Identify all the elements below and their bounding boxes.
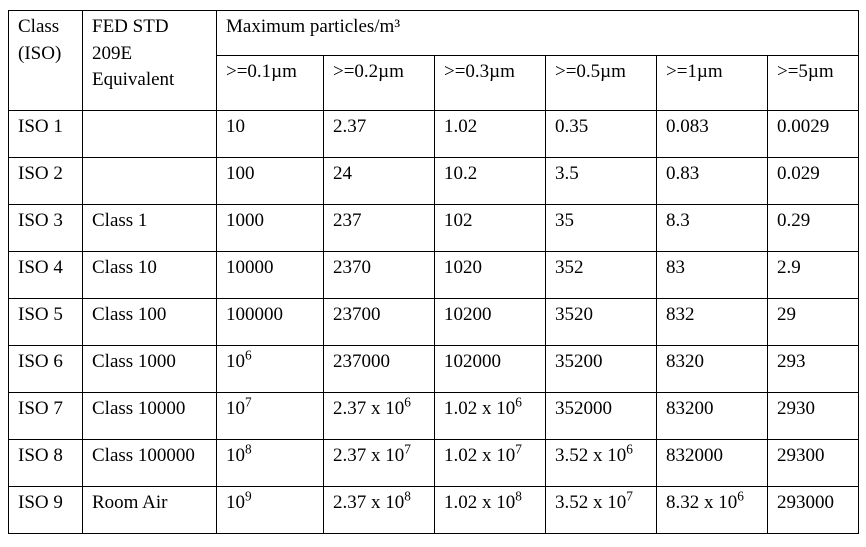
column-header-max-particles: Maximum particles/m³ [215, 10, 860, 56]
table-row: ISO 8 Class 100000 108 2.37 x 107 1.02 x… [8, 439, 860, 487]
cell-particle-count: 107 [216, 392, 324, 440]
cell-particle-count: 109 [216, 486, 324, 534]
cell-iso-class: ISO 2 [8, 157, 83, 205]
cell-iso-class: ISO 4 [8, 251, 83, 299]
column-header-size-0-3um: >=0.3µm [434, 55, 546, 111]
table-row: ISO 2 100 24 10.2 3.5 0.83 0.029 [8, 157, 860, 205]
cell-particle-count: 832000 [656, 439, 768, 487]
cell-particle-count: 35 [545, 204, 657, 252]
cell-particle-count: 3.5 [545, 157, 657, 205]
cell-iso-class: ISO 8 [8, 439, 83, 487]
cell-particle-count: 352 [545, 251, 657, 299]
column-header-size-0-5um: >=0.5µm [545, 55, 657, 111]
cell-particle-count: 3.52 x 106 [545, 439, 657, 487]
cell-particle-count: 3.52 x 107 [545, 486, 657, 534]
cell-particle-count: 23700 [323, 298, 435, 346]
cell-particle-count: 83 [656, 251, 768, 299]
cell-iso-class: ISO 1 [8, 110, 83, 158]
cell-fed-equivalent: Class 10000 [82, 392, 217, 440]
cell-particle-count: 0.83 [656, 157, 768, 205]
cell-particle-count: 237000 [323, 345, 435, 393]
table-row: ISO 7 Class 10000 107 2.37 x 106 1.02 x … [8, 392, 860, 440]
cell-particle-count: 8320 [656, 345, 768, 393]
cell-particle-count: 0.029 [766, 157, 860, 205]
column-header-size-0-1um: >=0.1µm [216, 55, 324, 111]
cell-particle-count: 0.083 [656, 110, 768, 158]
cell-particle-count: 29 [766, 298, 860, 346]
cell-particle-count: 2.37 x 108 [323, 486, 435, 534]
cell-particle-count: 832 [656, 298, 768, 346]
column-header-class-iso: Class (ISO) [8, 10, 83, 111]
cell-particle-count: 106 [216, 345, 324, 393]
cell-fed-equivalent: Class 1 [82, 204, 217, 252]
cell-particle-count: 1000 [216, 204, 324, 252]
cell-particle-count: 8.3 [656, 204, 768, 252]
table-row: ISO 9 Room Air 109 2.37 x 108 1.02 x 108… [8, 486, 860, 534]
cell-particle-count: 10.2 [434, 157, 546, 205]
cell-iso-class: ISO 3 [8, 204, 83, 252]
cell-particle-count: 2.37 [323, 110, 435, 158]
cell-particle-count: 1.02 x 107 [434, 439, 546, 487]
cell-particle-count: 2.9 [766, 251, 860, 299]
cell-particle-count: 293 [766, 345, 860, 393]
header-row-sizes: >=0.1µm >=0.2µm >=0.3µm >=0.5µm >=1µm >=… [9, 55, 860, 111]
cell-particle-count: 100 [216, 157, 324, 205]
cell-particle-count: 29300 [766, 439, 860, 487]
cell-particle-count: 10 [216, 110, 324, 158]
cell-particle-count: 8.32 x 106 [656, 486, 768, 534]
table-row: ISO 4 Class 10 10000 2370 1020 352 83 2.… [8, 251, 860, 299]
cell-particle-count: 3520 [545, 298, 657, 346]
cell-particle-count: 0.0029 [766, 110, 860, 158]
cell-particle-count: 100000 [216, 298, 324, 346]
cell-particle-count: 1.02 [434, 110, 546, 158]
cell-particle-count: 293000 [766, 486, 860, 534]
column-header-size-5um: >=5µm [766, 55, 860, 111]
cell-particle-count: 2.37 x 106 [323, 392, 435, 440]
table-row: ISO 6 Class 1000 106 237000 102000 35200… [8, 345, 860, 393]
cell-fed-equivalent: Class 100000 [82, 439, 217, 487]
table-row: ISO 5 Class 100 100000 23700 10200 3520 … [8, 298, 860, 346]
iso-cleanroom-classification-table: Class (ISO) FED STD 209E Equivalent Maxi… [8, 10, 860, 534]
cell-fed-equivalent: Class 10 [82, 251, 217, 299]
cell-particle-count: 2930 [766, 392, 860, 440]
column-header-size-0-2um: >=0.2µm [323, 55, 435, 111]
cell-fed-equivalent: Room Air [82, 486, 217, 534]
cell-particle-count: 24 [323, 157, 435, 205]
cell-iso-class: ISO 7 [8, 392, 83, 440]
cell-particle-count: 102000 [434, 345, 546, 393]
cell-particle-count: 83200 [656, 392, 768, 440]
cell-fed-equivalent [82, 157, 217, 205]
cell-particle-count: 2370 [323, 251, 435, 299]
cell-particle-count: 1.02 x 106 [434, 392, 546, 440]
cell-particle-count: 0.29 [766, 204, 860, 252]
cell-particle-count: 1020 [434, 251, 546, 299]
column-header-fed-std: FED STD 209E Equivalent [82, 10, 217, 111]
cell-particle-count: 10200 [434, 298, 546, 346]
header-row-top: Class (ISO) FED STD 209E Equivalent Maxi… [8, 10, 860, 111]
cell-iso-class: ISO 5 [8, 298, 83, 346]
cell-iso-class: ISO 9 [8, 486, 83, 534]
table-row: ISO 1 10 2.37 1.02 0.35 0.083 0.0029 [8, 110, 860, 158]
cell-particle-count: 108 [216, 439, 324, 487]
cell-iso-class: ISO 6 [8, 345, 83, 393]
cell-fed-equivalent [82, 110, 217, 158]
cell-particle-count: 1.02 x 108 [434, 486, 546, 534]
cell-particle-count: 35200 [545, 345, 657, 393]
table-row: ISO 3 Class 1 1000 237 102 35 8.3 0.29 [8, 204, 860, 252]
cell-particle-count: 10000 [216, 251, 324, 299]
cell-particle-count: 102 [434, 204, 546, 252]
cell-fed-equivalent: Class 1000 [82, 345, 217, 393]
cell-fed-equivalent: Class 100 [82, 298, 217, 346]
cell-particle-count: 352000 [545, 392, 657, 440]
cell-particle-count: 0.35 [545, 110, 657, 158]
cell-particle-count: 2.37 x 107 [323, 439, 435, 487]
cell-particle-count: 237 [323, 204, 435, 252]
column-header-size-1um: >=1µm [656, 55, 768, 111]
